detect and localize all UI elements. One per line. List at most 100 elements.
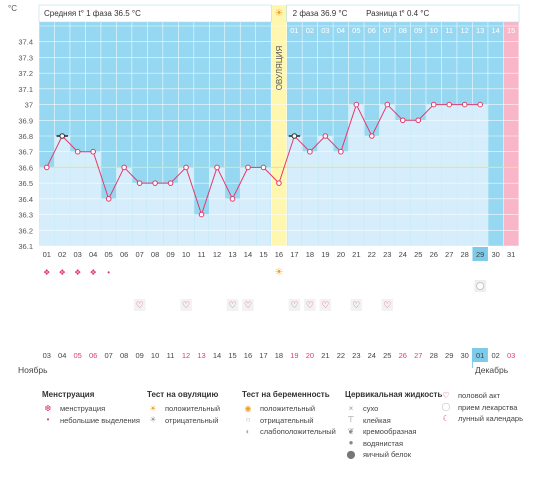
x-tick-label: 27: [445, 250, 453, 259]
heart-cell: [381, 299, 394, 311]
x-tick-label: 03: [74, 250, 82, 259]
x-tick-label: 23: [383, 250, 391, 259]
legend-cervical-sticky: клейкая: [363, 415, 391, 425]
temp-bar: [240, 167, 256, 246]
phase2-day-label: 10: [430, 26, 438, 35]
sun-icon: ☀: [274, 8, 283, 19]
date-label: 04: [58, 351, 66, 360]
date-label: 12: [182, 351, 190, 360]
menstruation-icon: ❖: [90, 268, 97, 277]
heart-icon: ♡: [306, 300, 314, 310]
phase2-day-label: 04: [337, 26, 345, 35]
temp-bar: [457, 104, 472, 246]
legend-pregnancy-test: Тест на беременность ◉ положительный ○ отр…: [242, 390, 336, 438]
legend-cervical-eggwhite: яичный белок: [363, 450, 412, 460]
menstruation-icon: ❖: [59, 268, 66, 277]
heart-icon: ♡: [244, 300, 252, 310]
sticky-icon: ⊤: [347, 415, 355, 425]
date-label: 21: [321, 351, 329, 360]
heart-icon: ♡: [352, 300, 360, 310]
temp-bar: [380, 104, 395, 246]
phase2-average: 2 фаза 36.9 °C: [293, 9, 348, 18]
legend-spotting-item: небольшие выделения: [60, 415, 140, 425]
heart-cell: [242, 299, 254, 311]
x-tick-label: 10: [182, 250, 190, 259]
temperature-point: [430, 101, 437, 108]
date-label: 05: [74, 351, 82, 360]
temp-bar: [349, 104, 364, 246]
temperature-point: [276, 180, 282, 186]
heart-cell: [350, 299, 363, 311]
temperature-point: [183, 164, 189, 171]
x-tick-label: 20: [337, 250, 345, 259]
phase2-day-label: 05: [352, 26, 360, 35]
day-15-column: [503, 22, 519, 246]
temperature-point: [121, 164, 127, 171]
temp-bar: [256, 167, 271, 246]
watery-icon: ●: [348, 438, 354, 448]
sun-positive-icon: ☀: [274, 267, 283, 278]
heart-cell: [304, 299, 316, 311]
legend-ovtest-positive: положительный: [165, 404, 221, 414]
menstruation-icon: ❆: [44, 403, 52, 413]
legend-cervical-creamy: кремообразная: [363, 427, 417, 437]
heart-cell: [180, 299, 192, 311]
phase2-day-label: 06: [368, 26, 376, 35]
creamy-icon: ❦: [347, 426, 355, 436]
legend-cervical-title: Цервикальная жидкость: [345, 390, 443, 399]
today-date-highlight: [472, 348, 488, 362]
temperature-point: [353, 101, 360, 108]
x-tick-label: 21: [352, 250, 360, 259]
date-label: 22: [337, 351, 345, 360]
phase2-day-label: 01: [290, 26, 298, 35]
legend-menstruation-item: менструация: [60, 404, 106, 414]
phase1-header: [38, 4, 272, 23]
y-tick-label: 37.3: [18, 53, 33, 62]
ovulation-label: ОВУЛЯЦИЯ: [275, 45, 284, 90]
legend-medication: прием лекарства: [458, 402, 518, 412]
date-label: 01: [476, 351, 484, 360]
phase2-day-label: 14: [491, 26, 499, 35]
date-label: 16: [244, 351, 252, 360]
y-tick-label: 37.1: [18, 85, 33, 94]
legend-cervical-watery: водянистая: [363, 438, 404, 448]
temp-bar: [209, 167, 225, 246]
today-day-highlight: [472, 247, 488, 261]
x-tick-label: 26: [430, 250, 438, 259]
heart-cell: [288, 299, 301, 311]
preg-positive-icon: ◉: [244, 403, 252, 413]
y-tick-label: 36.3: [18, 211, 33, 220]
y-tick-label: 37: [25, 101, 33, 110]
phase2-day-label: 03: [321, 26, 329, 35]
sun-positive-icon: ☀: [149, 403, 157, 413]
temperature-point: [198, 211, 205, 218]
y-tick-label: 36.2: [18, 226, 33, 235]
y-unit-label: °C: [8, 4, 17, 13]
temperature-point: [384, 101, 391, 108]
y-tick-label: 36.9: [18, 116, 33, 125]
x-tick-label: 08: [151, 250, 159, 259]
y-tick-label: 37.2: [18, 69, 33, 78]
legend-other: ♡ половой акт ◯ прием лекарства ☾ лунный ка…: [440, 390, 524, 425]
date-label: 19: [290, 351, 298, 360]
date-label: 07: [104, 351, 112, 360]
preg-weak-icon: ◐: [245, 426, 251, 436]
temperature-point: [152, 180, 158, 186]
phase2-day-label: 02: [306, 26, 314, 35]
legend-pregtest-negative: отрицательный: [260, 415, 314, 425]
dry-icon: ×: [348, 403, 354, 413]
x-tick-label: 12: [213, 250, 221, 259]
heart-icon: ♡: [290, 300, 298, 310]
temp-bar: [472, 104, 488, 246]
temp-bar: [101, 198, 116, 246]
phase2-header: [286, 4, 520, 23]
x-tick-label: 24: [399, 250, 407, 259]
temperature-point: [369, 133, 375, 139]
temperature-point: [461, 101, 468, 108]
legend-cervical-dry: сухо: [363, 404, 379, 414]
legend-ovtest-negative: отрицательный: [165, 415, 219, 425]
heart-cell: [319, 299, 332, 311]
temperature-point: [59, 133, 66, 139]
x-tick-label: 25: [414, 250, 422, 259]
x-tick-label: 29: [476, 250, 484, 259]
